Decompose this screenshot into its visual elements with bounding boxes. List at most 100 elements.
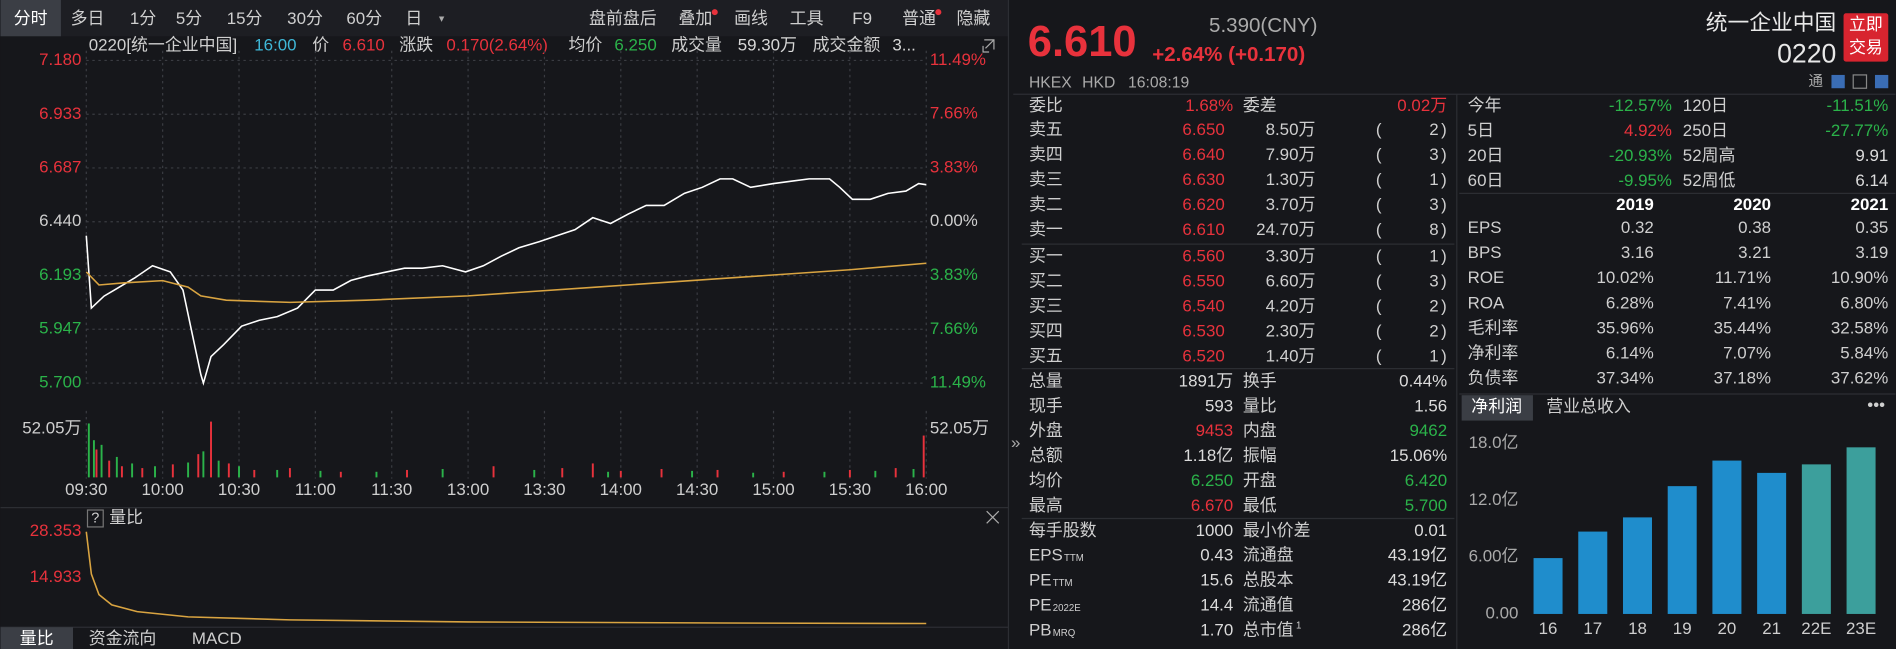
icon[interactable] bbox=[1831, 74, 1845, 89]
stat-sublabel: 2022E bbox=[1053, 603, 1081, 614]
icon[interactable] bbox=[1852, 74, 1868, 89]
perf-label: 120日 bbox=[1683, 96, 1728, 115]
x-tick-label: 10:00 bbox=[141, 480, 183, 499]
perf-label: 20日 bbox=[1468, 146, 1504, 165]
series-line bbox=[85, 178, 927, 386]
quote-value: 6.610 bbox=[343, 35, 385, 54]
stat-label: PE bbox=[1029, 571, 1052, 590]
tool-button[interactable]: 画线 bbox=[734, 9, 768, 28]
volume-bar bbox=[848, 469, 851, 478]
period-tab[interactable]: 1分 bbox=[130, 9, 156, 28]
bracket: ) bbox=[1441, 296, 1447, 315]
help-icon[interactable]: ? bbox=[91, 510, 99, 526]
y2-tick-label: 11.49% bbox=[930, 50, 986, 69]
volume-bar bbox=[131, 463, 134, 478]
y-tick-label: 7.180 bbox=[39, 50, 81, 69]
perf-value: 6.14 bbox=[1855, 171, 1888, 190]
x-tick-label: 21 bbox=[1762, 619, 1781, 638]
metric-value: 10.02% bbox=[1596, 268, 1653, 287]
finance-tab[interactable]: 净利润 bbox=[1471, 397, 1522, 416]
tool-button[interactable]: 盘前盘后 bbox=[589, 9, 657, 28]
metric-value: 5.84% bbox=[1840, 344, 1888, 363]
active-tab-bg bbox=[0, 0, 61, 37]
x-tick-label: 10:30 bbox=[218, 480, 260, 499]
order-label: 委比 bbox=[1029, 96, 1063, 115]
period-tab[interactable]: 15分 bbox=[227, 9, 263, 28]
price-change: +2.64% (+0.170) bbox=[1152, 43, 1305, 66]
period-tab[interactable]: 30分 bbox=[287, 9, 323, 28]
close-icon[interactable] bbox=[986, 510, 1000, 524]
x-tick-label: 18 bbox=[1628, 619, 1647, 638]
trade-button-bg[interactable] bbox=[1843, 13, 1889, 62]
y-tick-label: 6.933 bbox=[39, 104, 81, 123]
indicator-tab[interactable]: 资金流向 bbox=[89, 629, 157, 648]
trade-button[interactable]: 立即 bbox=[1849, 15, 1883, 34]
y-tick-label: 28.353 bbox=[30, 521, 82, 540]
stock-name: 统一企业中国 bbox=[1706, 10, 1837, 35]
x-tick-label: 11:30 bbox=[371, 480, 412, 499]
trade-button[interactable]: 交易 bbox=[1849, 38, 1883, 57]
volume-bar bbox=[87, 423, 90, 478]
level-count: 3 bbox=[1429, 271, 1438, 290]
stat-label: 换手 bbox=[1243, 371, 1277, 390]
volume-bar bbox=[406, 469, 408, 478]
tool-button[interactable]: 叠加 bbox=[678, 9, 712, 28]
stat-label: 流通值 bbox=[1243, 595, 1294, 614]
more-button[interactable]: ••• bbox=[1867, 396, 1885, 415]
volume-bar bbox=[619, 470, 622, 478]
quote-label: 涨跌 bbox=[399, 35, 433, 54]
stat-value: 1000 bbox=[1196, 521, 1234, 540]
stat-value: 6.250 bbox=[1191, 471, 1233, 490]
y2-tick-label: 3.83% bbox=[930, 265, 978, 284]
metric-value: 3.21 bbox=[1738, 243, 1771, 262]
perf-value: -12.57% bbox=[1609, 96, 1672, 115]
y2-tick-label: 3.83% bbox=[930, 157, 978, 176]
tool-button[interactable]: 隐藏 bbox=[956, 9, 990, 28]
order-label: 委差 bbox=[1243, 96, 1277, 115]
level-count: 2 bbox=[1429, 296, 1438, 315]
indicator-tab[interactable]: MACD bbox=[192, 629, 242, 648]
tool-button[interactable]: 工具 bbox=[790, 9, 824, 28]
bracket: ) bbox=[1441, 346, 1447, 365]
expand-icon[interactable] bbox=[982, 39, 995, 53]
icon[interactable] bbox=[1874, 74, 1889, 89]
bracket: ) bbox=[1441, 120, 1447, 139]
level-label: 买一 bbox=[1029, 246, 1063, 265]
bracket: ) bbox=[1441, 321, 1447, 340]
level-volume: 6.60万 bbox=[1266, 271, 1316, 290]
x-tick-label: 23E bbox=[1846, 619, 1876, 638]
level-count: 3 bbox=[1429, 145, 1438, 164]
stat-value: 1.56 bbox=[1414, 396, 1447, 415]
metric-value: 37.18% bbox=[1714, 369, 1771, 388]
indicator-tab[interactable]: 量比 bbox=[20, 629, 54, 648]
y-tick-label: 6.00亿 bbox=[1469, 547, 1519, 566]
level-price: 6.640 bbox=[1182, 145, 1224, 164]
tool-button[interactable]: F9 bbox=[852, 9, 872, 28]
period-tab[interactable]: 5分 bbox=[176, 9, 202, 28]
level-label: 卖五 bbox=[1029, 120, 1063, 139]
connect-label: 通 bbox=[1809, 73, 1824, 90]
y-tick-label: 14.933 bbox=[30, 567, 82, 586]
metric-label: BPS bbox=[1468, 243, 1502, 262]
metric-value: 7.41% bbox=[1723, 293, 1771, 312]
stat-label: 开盘 bbox=[1243, 471, 1277, 490]
y2-tick-label: 52.05万 bbox=[930, 418, 989, 437]
finance-tab[interactable]: 营业总收入 bbox=[1546, 397, 1631, 416]
y-tick-label: 52.05万 bbox=[22, 418, 81, 437]
level-volume: 2.30万 bbox=[1266, 321, 1316, 340]
level-volume: 7.90万 bbox=[1266, 145, 1316, 164]
perf-value: -11.51% bbox=[1827, 96, 1889, 115]
stat-value: 0.43 bbox=[1200, 546, 1233, 565]
tool-button[interactable]: 普通 bbox=[902, 9, 936, 28]
volume-bar bbox=[92, 440, 95, 478]
level-volume: 4.20万 bbox=[1266, 296, 1316, 315]
collapse-button[interactable]: » bbox=[1011, 433, 1020, 452]
perf-value: 4.92% bbox=[1624, 121, 1672, 140]
period-tab[interactable]: 60分 bbox=[346, 9, 382, 28]
volume-bar bbox=[120, 466, 123, 478]
period-tab[interactable]: 分时 bbox=[14, 9, 48, 28]
period-tab[interactable]: 日 bbox=[405, 9, 422, 28]
metric-value: 3.19 bbox=[1855, 243, 1888, 262]
period-tab[interactable]: 多日 bbox=[71, 9, 105, 28]
